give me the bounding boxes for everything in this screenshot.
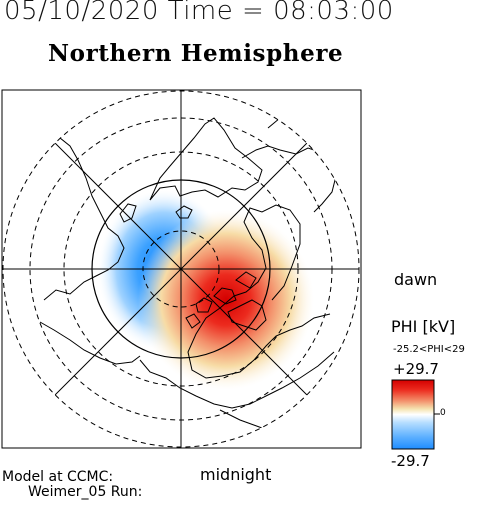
positive-cell-region xyxy=(138,210,314,390)
coastline-svalbard xyxy=(175,205,193,219)
coastline-us-border xyxy=(219,397,339,431)
coastline-novaya xyxy=(119,203,137,223)
colorbar-title: PHI [kV] xyxy=(391,317,456,336)
coastline-greenland xyxy=(149,117,263,201)
coastline-islands-3 xyxy=(235,271,257,289)
colorbar-min-label: -29.7 xyxy=(391,452,430,470)
colorbar-max-label: +29.7 xyxy=(393,360,439,378)
coastline-siberia xyxy=(43,133,125,301)
coastline-islands-4 xyxy=(185,313,201,329)
chart-title: Northern Hemisphere xyxy=(48,40,344,67)
model-label: Model at CCMC: xyxy=(2,469,114,485)
colorbar-zero-label: 0 xyxy=(440,408,446,418)
meridian-diagonal-2 xyxy=(54,142,308,396)
coastline-islands-1 xyxy=(213,287,237,305)
colorbar xyxy=(391,379,440,450)
coastline-asia-south xyxy=(39,321,141,365)
model-run-label: Weimer_05 Run: xyxy=(28,484,143,500)
plot-frame xyxy=(1,89,362,449)
coastline-alaska xyxy=(139,351,335,409)
colorbar-range: -25.2<PHI<29 xyxy=(393,344,465,355)
colorbar-gradient xyxy=(391,379,435,450)
coastline-scandinavia xyxy=(267,111,335,151)
midnight-label: midnight xyxy=(200,465,272,484)
potential-map xyxy=(98,190,314,390)
meridians xyxy=(3,91,359,447)
dawn-label: dawn xyxy=(394,270,438,289)
coastline-islands-2 xyxy=(195,297,213,313)
header-date-time: 05/10/2020 Time = 08:03:00 xyxy=(4,0,394,26)
